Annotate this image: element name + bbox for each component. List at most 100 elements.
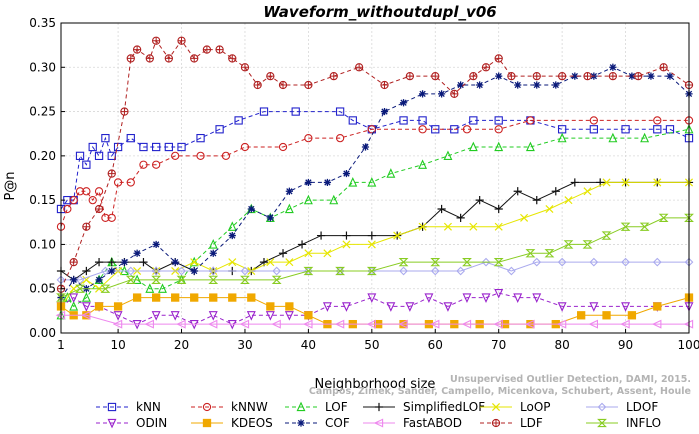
data-point [399,116,408,125]
data-point [366,266,377,276]
data-point [228,54,237,63]
data-point [438,90,446,98]
data-point [152,293,161,302]
x-axis-label: Neighborhood size [315,377,436,392]
data-point [266,214,274,222]
data-point [469,222,478,231]
legend-marker [374,402,384,412]
data-point [278,249,288,258]
data-point [265,311,275,321]
data-point [418,159,428,169]
series-fastabod [55,310,694,329]
data-point [75,151,85,161]
legend-marker [107,402,117,412]
data-point [304,80,313,90]
data-point [95,276,103,284]
data-point [532,71,541,81]
data-point [82,187,91,196]
watermark: Unsupervised Outlier Detection, DAMI, 20… [309,374,691,397]
x-tick-label: 90 [618,338,633,352]
data-point [208,275,219,285]
legend-item-odin: ODIN [96,416,167,430]
data-point [386,168,396,178]
data-point [177,142,186,152]
x-tick-label: 1 [57,338,65,352]
data-point [112,319,123,329]
data-point [621,257,630,267]
data-point [190,54,199,63]
data-point [151,266,161,276]
data-point [431,125,440,134]
data-point [335,266,346,276]
data-point [171,258,179,266]
data-point [271,275,282,285]
data-point [399,99,408,107]
data-point [303,266,314,276]
data-point [507,266,516,276]
x-tick-label: 80 [554,338,569,352]
data-point [335,133,345,143]
data-point [588,319,598,329]
data-point [278,142,288,152]
data-point [335,107,345,116]
data-point [513,187,522,196]
y-tick-label: 0.00 [29,326,56,340]
data-point [430,266,440,276]
data-point [253,80,262,90]
series-knnw [56,116,694,231]
data-point [152,142,161,152]
data-point [189,256,199,267]
legend-item-loop: LoOP [480,400,551,414]
data-point [139,142,148,152]
series-line-odin [60,292,689,325]
data-point [563,240,574,249]
data-point [493,257,504,267]
series-line-fastabod [61,314,689,325]
data-point [329,71,338,81]
data-point [94,187,104,196]
data-point [380,107,389,116]
legend-label: SimplifiedLOF [403,400,485,414]
legend-item-inflo: INFLO [586,416,661,430]
legend-label: INFLO [626,416,661,430]
data-point [82,222,91,231]
data-point [418,222,427,231]
data-point [399,266,408,276]
data-point [639,222,650,231]
data-point [564,196,573,205]
data-point [398,257,409,267]
data-point [190,267,198,275]
data-point [431,71,440,81]
y-tick-label: 0.35 [29,16,56,30]
data-point [82,275,91,284]
legend-item-fastabod: FastABOD [363,416,462,430]
data-point [75,275,85,285]
data-point [520,213,529,222]
data-point [462,125,472,134]
legend-item-lof: LOF [285,400,348,414]
data-point [69,195,78,205]
y-tick-label: 0.20 [29,149,56,163]
data-point [405,302,415,312]
data-point [494,125,503,134]
y-tick-label: 0.05 [29,282,56,296]
legend-marker [491,402,501,412]
data-point [209,293,218,302]
data-point [367,240,376,249]
legend-marker [202,418,212,428]
data-point [367,177,377,187]
data-point [304,178,312,187]
data-point [424,293,434,303]
data-point [228,231,236,240]
data-point [234,116,243,125]
data-point [552,81,560,89]
data-point [126,54,135,63]
data-point [303,194,313,205]
data-point [557,257,567,267]
data-point [469,71,478,81]
series-line-knn [60,111,690,210]
data-point [113,302,123,311]
series-layer [55,36,694,330]
legend-marker [202,402,212,412]
legend-marker [491,418,501,428]
